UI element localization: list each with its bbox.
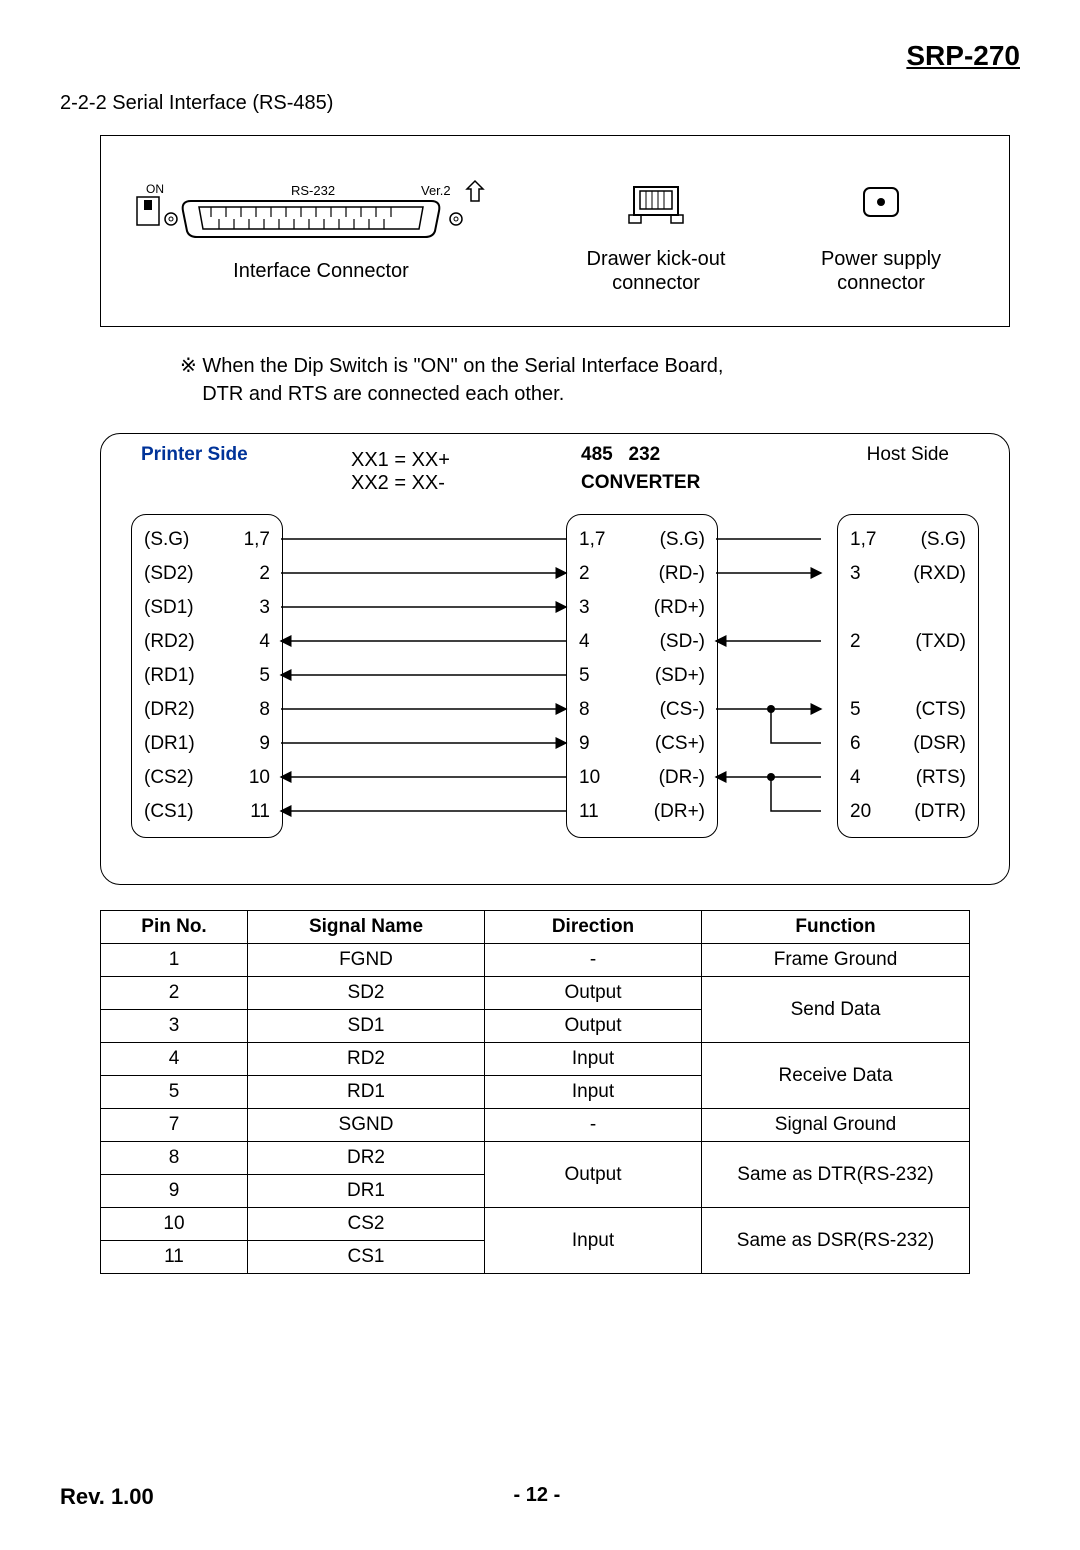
table-row: 2 SD2 Output Send Data — [101, 977, 970, 1010]
table-row: 10 CS2 Input Same as DSR(RS-232) — [101, 1208, 970, 1241]
xx-note: XX1 = XX+XX2 = XX- — [351, 449, 450, 495]
power-caption-line1: Power supply — [821, 248, 941, 270]
note-line2: DTR and RTS are connected each other. — [202, 383, 564, 405]
table-row: 7 SGND - Signal Ground — [101, 1109, 970, 1142]
power-caption: Power supply connector — [821, 247, 941, 295]
drawer-connector-col: Drawer kick-out connector — [531, 167, 781, 295]
host-pin-block: 1,7(S.G)3(RXD) 2(TXD) 5(CTS)6(DSR)4(RTS)… — [837, 514, 979, 838]
model-header: SRP-270 — [60, 40, 1020, 72]
drawer-connector-icon — [626, 177, 686, 227]
host-pin-row: 1,7(S.G) — [838, 523, 978, 557]
printer-pin-row: (S.G)1,7 — [132, 523, 282, 557]
note-line1: ※ When the Dip Switch is "ON" on the Ser… — [180, 355, 723, 377]
drawer-caption: Drawer kick-out connector — [587, 247, 726, 295]
printer-pin-block: (S.G)1,7(SD2)2(SD1)3(RD2)4(RD1)5(DR2)8(D… — [131, 514, 283, 838]
on-label: ON — [146, 182, 164, 196]
revision-label: Rev. 1.00 — [60, 1484, 154, 1510]
converter-pin-row: 2(RD-) — [567, 557, 717, 591]
converter-pin-row: 5(SD+) — [567, 659, 717, 693]
printer-pin-row: (CS1)11 — [132, 795, 282, 829]
table-row: 4 RD2 Input Receive Data — [101, 1043, 970, 1076]
th-pin: Pin No. — [101, 911, 248, 944]
wiring-diagram: Printer Side 485 232 CONVERTER Host Side… — [100, 433, 1010, 885]
converter-label: CONVERTER — [581, 472, 700, 494]
converter-pin-row: 3(RD+) — [567, 591, 717, 625]
converter-pin-row: 4(SD-) — [567, 625, 717, 659]
th-dir: Direction — [485, 911, 702, 944]
converter-pin-row: 11(DR+) — [567, 795, 717, 829]
converter-pin-row: 8(CS-) — [567, 693, 717, 727]
drawer-caption-line2: connector — [612, 272, 700, 294]
printer-pin-row: (DR2)8 — [132, 693, 282, 727]
host-pin-row: 2(TXD) — [838, 625, 978, 659]
host-pin-row: 3(RXD) — [838, 557, 978, 591]
section-title: 2-2-2 Serial Interface (RS-485) — [60, 92, 1020, 115]
host-side-label: Host Side — [867, 444, 949, 466]
interface-connector-col: ON — [111, 179, 531, 283]
printer-pin-row: (CS2)10 — [132, 761, 282, 795]
th-signal: Signal Name — [248, 911, 485, 944]
page-footer: Rev. 1.00 - 12 - — [60, 1484, 1020, 1510]
power-caption-line2: connector — [837, 272, 925, 294]
drawer-caption-line1: Drawer kick-out — [587, 248, 726, 270]
conv-485-232-label: 485 232 — [581, 444, 660, 466]
power-connector-icon — [856, 182, 906, 222]
host-pin-row: 20(DTR) — [838, 795, 978, 829]
connector-diagram: ON — [100, 135, 1010, 327]
ver-label: Ver.2 — [421, 183, 451, 198]
converter-pin-row: 1,7(S.G) — [567, 523, 717, 557]
converter-pin-row: 9(CS+) — [567, 727, 717, 761]
host-pin-row: 6(DSR) — [838, 727, 978, 761]
table-row: 1 FGND - Frame Ground — [101, 944, 970, 977]
rs232-label: RS-232 — [291, 183, 335, 198]
printer-side-label: Printer Side — [141, 444, 248, 466]
page-number: - 12 - — [514, 1484, 561, 1510]
printer-pin-row: (RD2)4 — [132, 625, 282, 659]
interface-caption: Interface Connector — [233, 259, 409, 283]
power-connector-col: Power supply connector — [781, 167, 981, 295]
host-pin-row: 5(CTS) — [838, 693, 978, 727]
table-row: 8 DR2 Output Same as DTR(RS-232) — [101, 1142, 970, 1175]
th-func: Function — [702, 911, 970, 944]
host-pin-row — [838, 659, 978, 693]
dip-switch-note: ※ When the Dip Switch is "ON" on the Ser… — [180, 352, 1020, 408]
host-pin-row: 4(RTS) — [838, 761, 978, 795]
pin-table: Pin No. Signal Name Direction Function 1… — [100, 910, 970, 1274]
host-pin-row — [838, 591, 978, 625]
table-header-row: Pin No. Signal Name Direction Function — [101, 911, 970, 944]
printer-pin-row: (DR1)9 — [132, 727, 282, 761]
printer-pin-row: (RD1)5 — [132, 659, 282, 693]
printer-pin-row: (SD1)3 — [132, 591, 282, 625]
interface-connector-icon: ON — [131, 179, 511, 249]
converter-pin-block: 1,7(S.G)2(RD-)3(RD+)4(SD-)5(SD+)8(CS-)9(… — [566, 514, 718, 838]
printer-pin-row: (SD2)2 — [132, 557, 282, 591]
converter-pin-row: 10(DR-) — [567, 761, 717, 795]
